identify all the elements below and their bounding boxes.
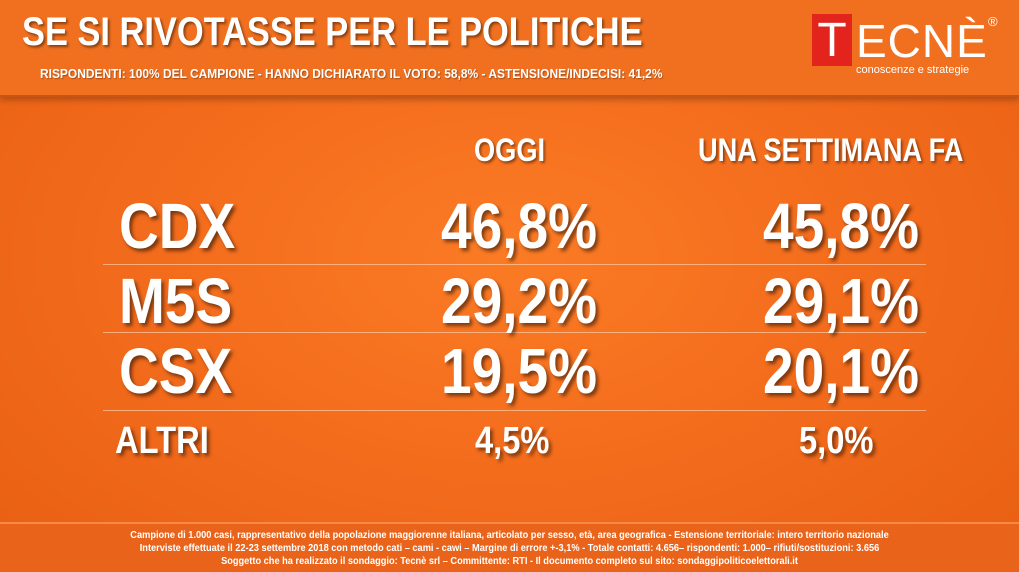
party-label: CDX — [119, 190, 236, 262]
value-today: 4,5% — [475, 420, 550, 462]
logo-red-box — [812, 14, 852, 66]
page-subtitle: RISPONDENTI: 100% DEL CAMPIONE - HANNO D… — [40, 66, 663, 81]
logo-wordmark: ECNÈ — [856, 15, 988, 67]
column-header-week-ago: UNA SETTIMANA FA — [698, 132, 964, 168]
footer-sample-info: Campione di 1.000 casi, rappresentativo … — [130, 529, 889, 541]
table-row: ALTRI 4,5% 5,0% — [103, 410, 926, 480]
value-week-ago: 5,0% — [799, 420, 874, 462]
value-today: 19,5% — [441, 335, 598, 407]
footer-interview-info: Interviste effettuate il 22-23 settembre… — [139, 542, 880, 554]
table-row: CSX 19,5% 20,1% — [103, 332, 926, 411]
column-header-today: OGGI — [474, 132, 546, 168]
party-label: ALTRI — [115, 420, 209, 462]
party-label: M5S — [119, 265, 233, 337]
table-row: CDX 46,8% 45,8% — [103, 185, 926, 265]
value-today: 46,8% — [441, 190, 598, 262]
value-week-ago: 20,1% — [763, 335, 920, 407]
value-week-ago: 45,8% — [763, 190, 920, 262]
party-label: CSX — [119, 335, 233, 407]
logo-tagline: conoscenze e strategie — [856, 64, 970, 76]
footer-source-info: Soggetto che ha realizzato il sondaggio:… — [221, 555, 798, 567]
header-bar: SE SI RIVOTASSE PER LE POLITICHE RISPOND… — [0, 0, 1019, 97]
registered-mark: ® — [988, 14, 998, 29]
page-title: SE SI RIVOTASSE PER LE POLITICHE — [22, 10, 643, 54]
methodology-footer: Campione di 1.000 casi, rappresentativo … — [0, 522, 1019, 572]
table-row: M5S 29,2% 29,1% — [103, 264, 926, 337]
tecne-logo: T ECNÈ ® conoscenze e strategie — [812, 14, 1002, 76]
logo-first-letter: T — [817, 14, 847, 67]
value-week-ago: 29,1% — [763, 265, 920, 337]
value-today: 29,2% — [441, 265, 598, 337]
